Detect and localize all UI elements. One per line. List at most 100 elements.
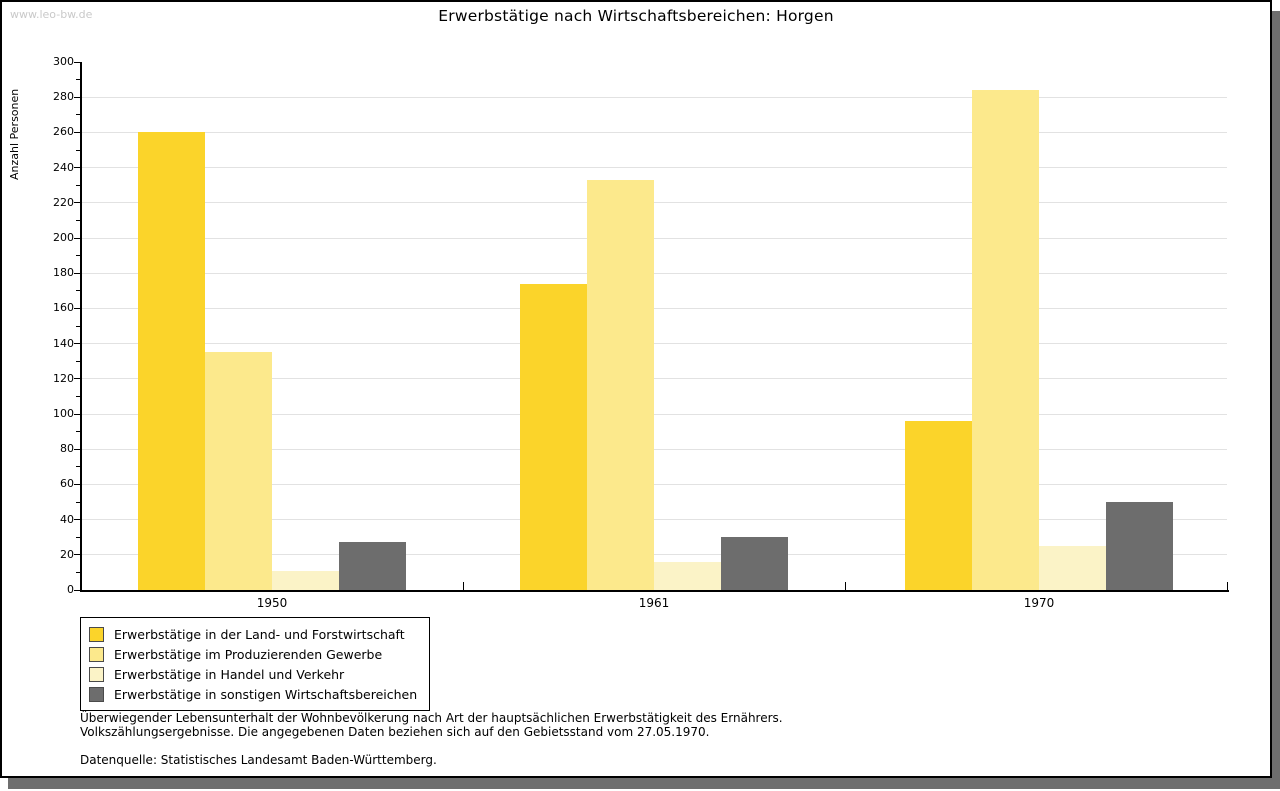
y-minor-tick: [76, 325, 80, 327]
legend-item: Erwerbstätige in Handel und Verkehr: [89, 664, 417, 684]
x-tick-label: 1961: [638, 596, 670, 610]
y-tick-label: 160: [53, 301, 74, 315]
y-axis: [80, 62, 82, 592]
y-major-tick: [74, 589, 80, 591]
y-major-tick: [74, 343, 80, 345]
y-major-tick: [74, 519, 80, 521]
x-tick-label: 1970: [1023, 596, 1055, 610]
y-minor-tick: [76, 184, 80, 186]
chart-page: www.leo-bw.de Erwerbstätige nach Wirtsch…: [0, 0, 1272, 778]
legend: Erwerbstätige in der Land- und Forstwirt…: [80, 617, 431, 711]
y-major-tick: [74, 167, 80, 169]
legend-swatch: [89, 626, 104, 642]
page-title: Erwerbstätige nach Wirtschaftsbereichen:…: [438, 7, 834, 25]
y-major-tick: [74, 307, 80, 309]
bar-1970-series-1: [905, 421, 972, 590]
bar-1970-series-3: [1039, 546, 1106, 590]
legend-item: Erwerbstätige in der Land- und Forstwirt…: [89, 624, 417, 644]
gridline: [82, 307, 1227, 309]
bar-1961-series-4: [721, 537, 788, 590]
y-major-tick: [74, 96, 80, 98]
y-major-tick: [74, 61, 80, 63]
y-tick-label: 80: [60, 442, 74, 456]
y-major-tick: [74, 202, 80, 204]
y-minor-tick: [76, 501, 80, 503]
bar-1970-series-4: [1106, 502, 1173, 590]
legend-label: Erwerbstätige im Produzierenden Gewerbe: [114, 646, 383, 662]
y-tick-label: 140: [53, 336, 74, 350]
x-axis-tick: [845, 582, 846, 590]
x-axis: [80, 590, 1229, 592]
footnote-line-1: Überwiegender Lebensunterhalt der Wohnbe…: [80, 711, 783, 725]
legend-item: Erwerbstätige in sonstigen Wirtschaftsbe…: [89, 684, 417, 704]
y-minor-tick: [76, 536, 80, 538]
gridline: [82, 413, 1227, 415]
y-axis-title: Anzahl Personen: [8, 88, 21, 180]
bar-1961-series-3: [654, 561, 721, 590]
y-tick-label: 40: [60, 512, 74, 526]
x-axis-tick: [463, 582, 464, 590]
y-tick-label: 300: [53, 55, 74, 68]
y-major-tick: [74, 272, 80, 274]
bar-1950-series-4: [339, 542, 406, 590]
y-major-tick: [74, 131, 80, 133]
y-tick-label: 200: [53, 231, 74, 244]
gridline: [82, 378, 1227, 380]
gridline: [82, 272, 1227, 274]
gridline: [82, 483, 1227, 485]
watermark: www.leo-bw.de: [10, 8, 93, 21]
gridline: [82, 131, 1227, 133]
legend-swatch: [89, 666, 104, 682]
legend-item: Erwerbstätige im Produzierenden Gewerbe: [89, 644, 417, 664]
plot-area: 0 20 40 60 80 100 120 140 160 180 200 220 240 260 280 3…: [53, 55, 1229, 610]
x-tick-label: 1950: [256, 596, 288, 610]
gridline: [82, 96, 1227, 98]
y-major-tick: [74, 413, 80, 415]
y-major-tick: [74, 237, 80, 239]
legend-label: Erwerbstätige in sonstigen Wirtschaftsbe…: [114, 686, 418, 702]
gridline: [82, 554, 1227, 556]
y-tick-label: 240: [53, 160, 74, 174]
y-minor-tick: [76, 219, 80, 221]
gridline: [82, 448, 1227, 450]
bar-1961-series-1: [520, 283, 587, 590]
y-tick-label: 180: [53, 266, 74, 280]
gridline: [82, 202, 1227, 204]
y-minor-tick: [76, 149, 80, 151]
y-tick-label: 100: [53, 407, 74, 420]
gridline: [82, 237, 1227, 239]
y-minor-tick: [76, 360, 80, 362]
y-minor-tick: [76, 79, 80, 81]
y-minor-tick: [76, 571, 80, 573]
bar-1970-series-2: [972, 90, 1039, 590]
bar-1950-series-2: [205, 352, 272, 590]
y-minor-tick: [76, 395, 80, 397]
y-minor-tick: [76, 290, 80, 292]
y-minor-tick: [76, 114, 80, 116]
y-minor-tick: [76, 466, 80, 468]
y-tick-label: 260: [53, 125, 74, 139]
bar-1950-series-3: [272, 570, 339, 590]
y-tick-label: 60: [60, 477, 74, 491]
legend-swatch: [89, 686, 104, 702]
y-tick-label: 20: [60, 547, 74, 561]
gridline: [82, 343, 1227, 345]
y-tick-label: 280: [53, 90, 74, 104]
y-major-tick: [74, 378, 80, 380]
legend-label: Erwerbstätige in der Land- und Forstwirt…: [114, 626, 405, 642]
y-major-tick: [74, 554, 80, 556]
y-minor-tick: [76, 431, 80, 433]
y-minor-tick: [76, 255, 80, 257]
legend-label: Erwerbstätige in Handel und Verkehr: [114, 666, 345, 682]
footnote: Überwiegender Lebensunterhalt der Wohnbe…: [80, 711, 783, 739]
gridline: [82, 167, 1227, 169]
y-tick-label: 120: [53, 371, 74, 385]
bar-1961-series-2: [587, 179, 654, 590]
legend-swatch: [89, 646, 104, 662]
x-axis-tick: [1227, 582, 1228, 590]
y-major-tick: [74, 483, 80, 485]
bar-1950-series-1: [138, 132, 205, 590]
y-tick-label: 0: [67, 583, 74, 596]
y-major-tick: [74, 448, 80, 450]
gridline: [82, 519, 1227, 521]
